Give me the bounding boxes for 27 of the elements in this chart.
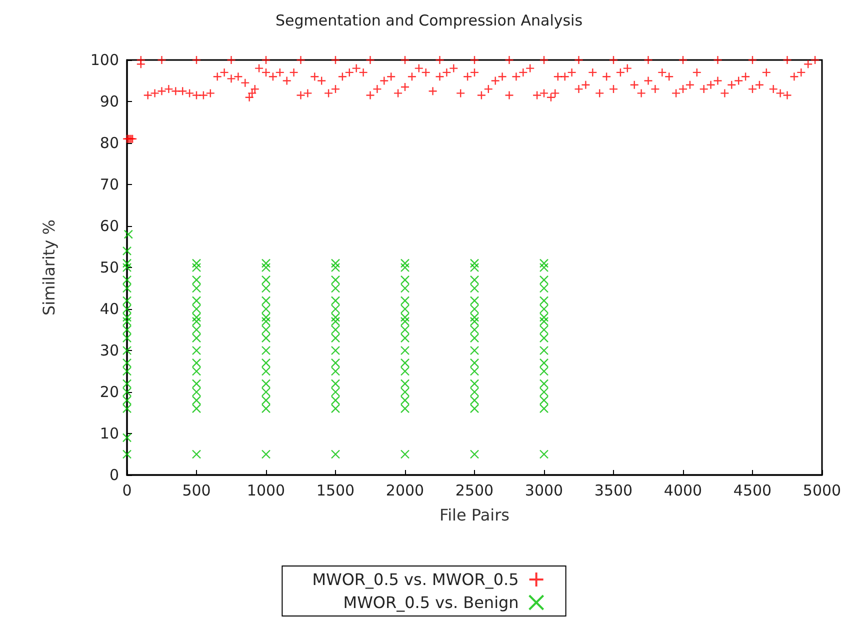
- y-tick-label: 10: [100, 424, 119, 442]
- x-tick-label: 0: [122, 482, 132, 500]
- y-tick-label: 40: [100, 300, 119, 318]
- legend-label: MWOR_0.5 vs. Benign: [343, 593, 519, 612]
- chart-title: Segmentation and Compression Analysis: [275, 12, 583, 30]
- y-tick-label: 0: [109, 466, 119, 484]
- x-tick-label: 2500: [455, 482, 494, 500]
- x-tick-label: 4500: [733, 482, 772, 500]
- y-tick-label: 70: [100, 176, 119, 194]
- x-tick-label: 5000: [802, 482, 842, 500]
- y-tick-label: 20: [100, 383, 119, 401]
- legend-label: MWOR_0.5 vs. MWOR_0.5: [312, 570, 519, 589]
- y-tick-label: 50: [100, 258, 119, 276]
- x-tick-label: 1000: [246, 482, 286, 500]
- y-tick-label: 90: [100, 92, 119, 110]
- y-tick-label: 60: [100, 217, 119, 235]
- x-tick-label: 1500: [316, 482, 355, 500]
- x-tick-label: 2000: [386, 482, 424, 500]
- y-tick-label: 100: [90, 51, 119, 69]
- x-tick-label: 3000: [524, 482, 564, 500]
- y-axis-title: Similarity %: [40, 220, 58, 316]
- y-tick-label: 30: [100, 342, 119, 360]
- x-tick-label: 3500: [594, 482, 633, 500]
- x-tick-label: 4000: [664, 482, 702, 500]
- x-tick-label: 500: [182, 482, 211, 500]
- x-axis-title: File Pairs: [440, 506, 510, 524]
- y-tick-label: 80: [100, 134, 119, 152]
